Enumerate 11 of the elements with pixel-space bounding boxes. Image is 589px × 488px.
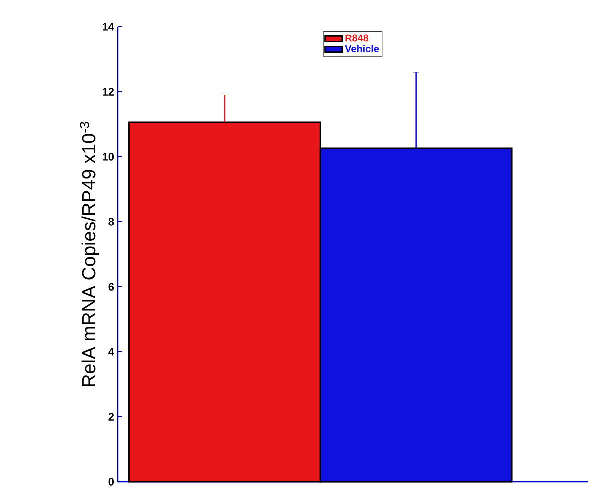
- y-tick-label: 10: [102, 153, 114, 161]
- y-tick-label: 0: [108, 478, 114, 486]
- legend-label: R848: [346, 34, 369, 42]
- y-tick-label: 2: [108, 413, 114, 421]
- y-tick-label: 4: [108, 348, 114, 356]
- y-tick-label: 14: [102, 23, 114, 31]
- y-tick-label: 6: [108, 283, 114, 291]
- legend-label: Vehicle: [345, 45, 380, 52]
- y-tick-label: 8: [108, 218, 114, 226]
- y-axis-title: RelA mRNA Copies/RP49 x10$^{-3}$: [80, 122, 100, 386]
- y-tick-label: 12: [102, 88, 114, 96]
